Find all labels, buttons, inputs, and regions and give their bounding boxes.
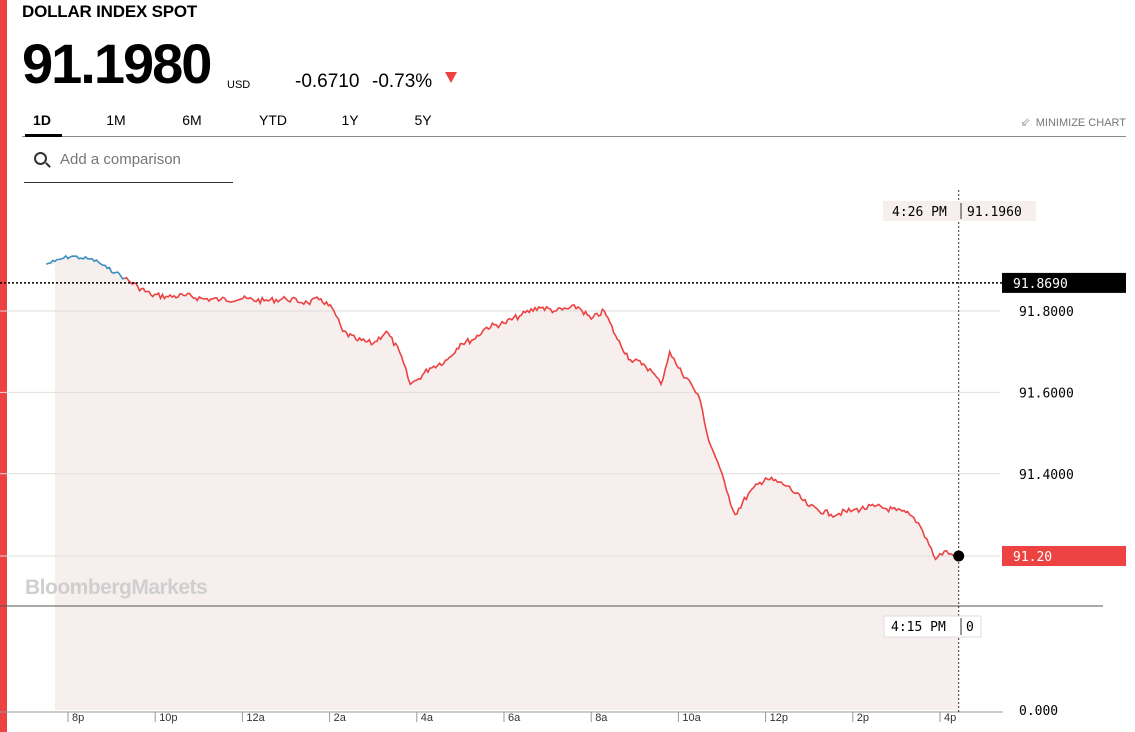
tab-1d[interactable]: 1D	[33, 112, 51, 128]
last-price-label: 91.20	[1013, 550, 1052, 565]
x-tick-label: 10p	[159, 712, 177, 724]
x-tick-label: 4p	[944, 712, 956, 724]
volume-value-label: 0	[966, 620, 974, 635]
x-tick-label: 10a	[682, 712, 701, 724]
pre-session-line	[45, 254, 125, 280]
x-tick-label: 2a	[334, 712, 347, 724]
minimize-chart-button[interactable]: ⇙ MINIMIZE CHART	[1021, 115, 1126, 129]
active-tab-indicator	[25, 134, 62, 137]
previous-close-label-box	[1002, 272, 1126, 293]
y-tick-label: 91.8000	[1019, 305, 1074, 320]
bloomberg-watermark: BloombergMarkets	[25, 576, 208, 599]
accent-bar	[0, 0, 7, 732]
last-price-point	[953, 550, 965, 562]
last-price-label-box	[1002, 546, 1126, 566]
currency-label: USD	[227, 79, 251, 91]
tab-6m[interactable]: 6M	[182, 112, 202, 128]
tab-1m[interactable]: 1M	[106, 112, 126, 128]
price-area-fill	[46, 255, 959, 710]
tab-1y[interactable]: 1Y	[341, 112, 359, 128]
price-line	[124, 276, 960, 561]
minimize-icon: ⇙	[1020, 115, 1031, 129]
instrument-title: DOLLAR INDEX SPOT	[22, 2, 198, 21]
comparison-search[interactable]: Add a comparison	[24, 146, 233, 183]
crosshair-value-label: 91.1960	[967, 205, 1022, 220]
x-tick-label: 2p	[857, 712, 869, 724]
comparison-placeholder: Add a comparison	[60, 151, 181, 168]
volume-tooltip-box	[883, 615, 982, 638]
x-tick-label: 12a	[246, 712, 265, 724]
crosshair-time-label: 4:26 PM	[892, 205, 947, 220]
minimize-chart-label: MINIMIZE CHART	[1035, 117, 1126, 129]
price-change: -0.6710	[295, 71, 360, 92]
x-tick-label: 6a	[508, 712, 521, 724]
x-tick-label: 4a	[421, 712, 434, 724]
crosshair-tooltip-box	[883, 201, 1036, 221]
x-tick-label: 12p	[770, 712, 788, 724]
previous-close-label: 91.8690	[1013, 277, 1068, 292]
x-tick-label: 8p	[72, 712, 84, 724]
tab-5y[interactable]: 5Y	[414, 112, 432, 128]
search-icon	[34, 152, 47, 165]
volume-axis-label: 0.000	[1019, 704, 1058, 719]
y-tick-label: 91.4000	[1019, 468, 1074, 483]
last-price: 91.1980	[22, 32, 212, 95]
volume-time-label: 4:15 PM	[891, 620, 946, 635]
tab-ytd[interactable]: YTD	[259, 112, 287, 128]
down-arrow-icon	[445, 72, 457, 83]
range-tabs: 1D 1M 6M YTD 1Y 5Y ⇙ MINIMIZE CHART	[22, 106, 1126, 137]
x-tick-label: 8a	[595, 712, 608, 724]
y-tick-label: 91.6000	[1019, 386, 1074, 401]
price-change-percent: -0.73%	[372, 71, 433, 92]
